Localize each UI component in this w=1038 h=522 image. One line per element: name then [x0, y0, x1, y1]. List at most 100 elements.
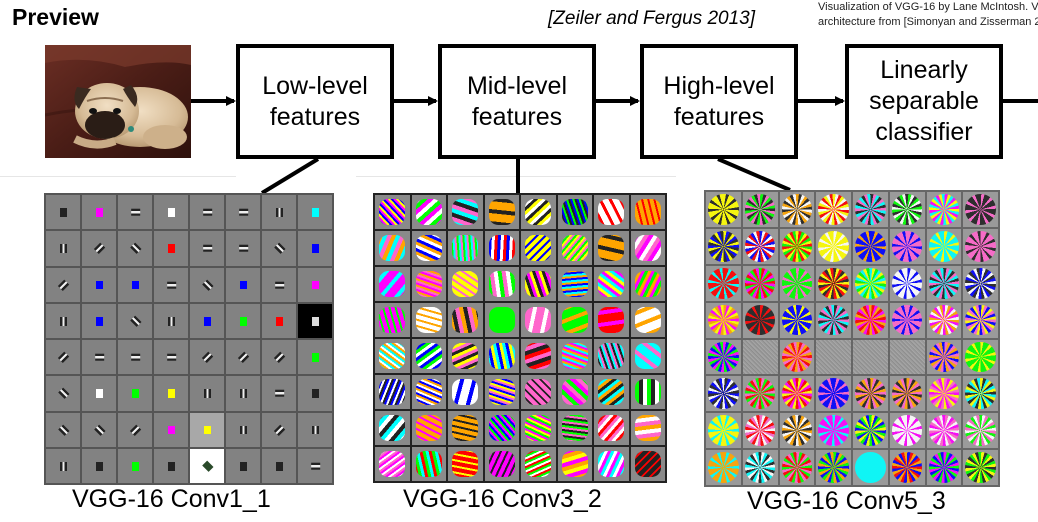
filter-pattern	[598, 451, 625, 477]
filter-pattern	[708, 230, 739, 262]
filter-tile	[521, 267, 556, 301]
filter-mark	[311, 389, 320, 399]
filter-tile	[46, 303, 80, 338]
filter-pattern	[415, 343, 442, 369]
filter-tile	[557, 411, 592, 445]
filter-tile	[853, 228, 888, 264]
filter-mark	[273, 424, 286, 436]
filter-pattern	[379, 199, 406, 225]
filter-tile	[262, 376, 296, 411]
filter-tile	[484, 267, 519, 301]
filter-tile	[484, 447, 519, 481]
filter-mark	[131, 461, 140, 471]
filter-mark	[130, 353, 140, 362]
filter-mark	[59, 244, 68, 254]
filter-tile	[154, 267, 188, 302]
filter-pattern	[708, 415, 739, 447]
filter-pattern	[855, 415, 886, 447]
filter-pattern	[561, 307, 588, 333]
filter-tile	[521, 231, 556, 265]
filter-tile	[448, 339, 483, 373]
filter-pattern	[708, 378, 739, 410]
filter-tile	[557, 195, 592, 229]
filter-pattern	[415, 307, 442, 333]
filter-pattern	[488, 235, 515, 261]
filter-tile	[557, 375, 592, 409]
filter-pattern	[598, 415, 625, 441]
filter-pattern	[379, 379, 406, 405]
filter-tile	[226, 448, 260, 483]
filter-mark	[129, 424, 142, 436]
box-high-line-1: High-level	[663, 71, 775, 100]
filter-mark	[166, 353, 176, 362]
filter-tile	[521, 411, 556, 445]
filter-tile	[594, 375, 629, 409]
filter-tile	[779, 450, 815, 485]
filter-tile	[816, 192, 851, 227]
filter-tile	[742, 376, 778, 412]
filter-tile	[594, 447, 629, 481]
filter-mark	[203, 389, 212, 399]
filter-tile	[521, 447, 556, 481]
filter-tile	[853, 450, 888, 485]
filter-pattern	[781, 378, 813, 410]
filter-tile	[262, 412, 296, 447]
filter-pattern	[928, 341, 960, 373]
filter-tile	[484, 195, 519, 229]
filter-pattern	[891, 230, 923, 262]
filter-tile	[118, 303, 152, 338]
filter-tile	[926, 450, 962, 485]
credit-line-2: architecture from [Simonyan and Zisserma…	[818, 16, 1038, 28]
filter-tile	[262, 267, 296, 302]
filter-tile	[889, 413, 925, 449]
box-mid-level-features: Mid-level features	[438, 44, 596, 159]
filter-mark	[57, 351, 70, 364]
filter-tile	[82, 231, 116, 266]
conv1-filter-grid	[44, 193, 334, 485]
filter-mark	[131, 389, 140, 399]
filter-tile	[375, 411, 410, 445]
filter-pattern	[708, 267, 739, 299]
filter-pattern	[561, 415, 588, 441]
box-cls-line-2: separable	[869, 87, 979, 115]
filter-mark	[203, 316, 212, 326]
filter-pattern	[708, 304, 739, 336]
filter-pattern	[598, 271, 625, 297]
filter-pattern	[634, 235, 661, 261]
filter-mark	[239, 425, 248, 435]
filter-mark	[311, 280, 320, 290]
filter-tile	[594, 303, 629, 337]
filter-mark	[203, 425, 212, 435]
box-mid-line-2: features	[471, 102, 563, 131]
filter-tile	[963, 450, 998, 485]
filter-tile	[853, 413, 888, 449]
filter-tile	[411, 447, 446, 481]
filter-pattern	[634, 415, 661, 441]
filter-tile	[853, 265, 888, 301]
filter-pattern	[488, 343, 515, 369]
filter-mark	[202, 208, 212, 217]
filter-pattern	[891, 452, 923, 483]
filter-mark	[166, 281, 176, 289]
filter-tile	[82, 303, 116, 338]
filter-tile	[226, 231, 260, 266]
filter-tile	[226, 267, 260, 302]
filter-pattern	[452, 451, 479, 477]
filter-tile	[46, 195, 80, 230]
filter-tile	[82, 448, 116, 483]
filter-tile	[154, 376, 188, 411]
credit-note: Visualization of VGG-16 by Lane McIntosh…	[818, 0, 1038, 40]
caption-conv5: VGG-16 Conv5_3	[747, 487, 946, 515]
filter-tile	[118, 448, 152, 483]
filter-pattern	[415, 235, 442, 261]
filter-tile	[375, 267, 410, 301]
filter-pattern	[415, 271, 442, 297]
filter-pattern	[891, 415, 923, 447]
filter-pattern	[525, 379, 552, 405]
box-linear-classifier: Linearly separable classifier	[845, 44, 1003, 159]
filter-tile	[298, 376, 332, 411]
filter-tile	[557, 303, 592, 337]
filter-pattern	[488, 271, 515, 297]
filter-tile	[262, 448, 296, 483]
filter-pattern	[561, 343, 588, 369]
